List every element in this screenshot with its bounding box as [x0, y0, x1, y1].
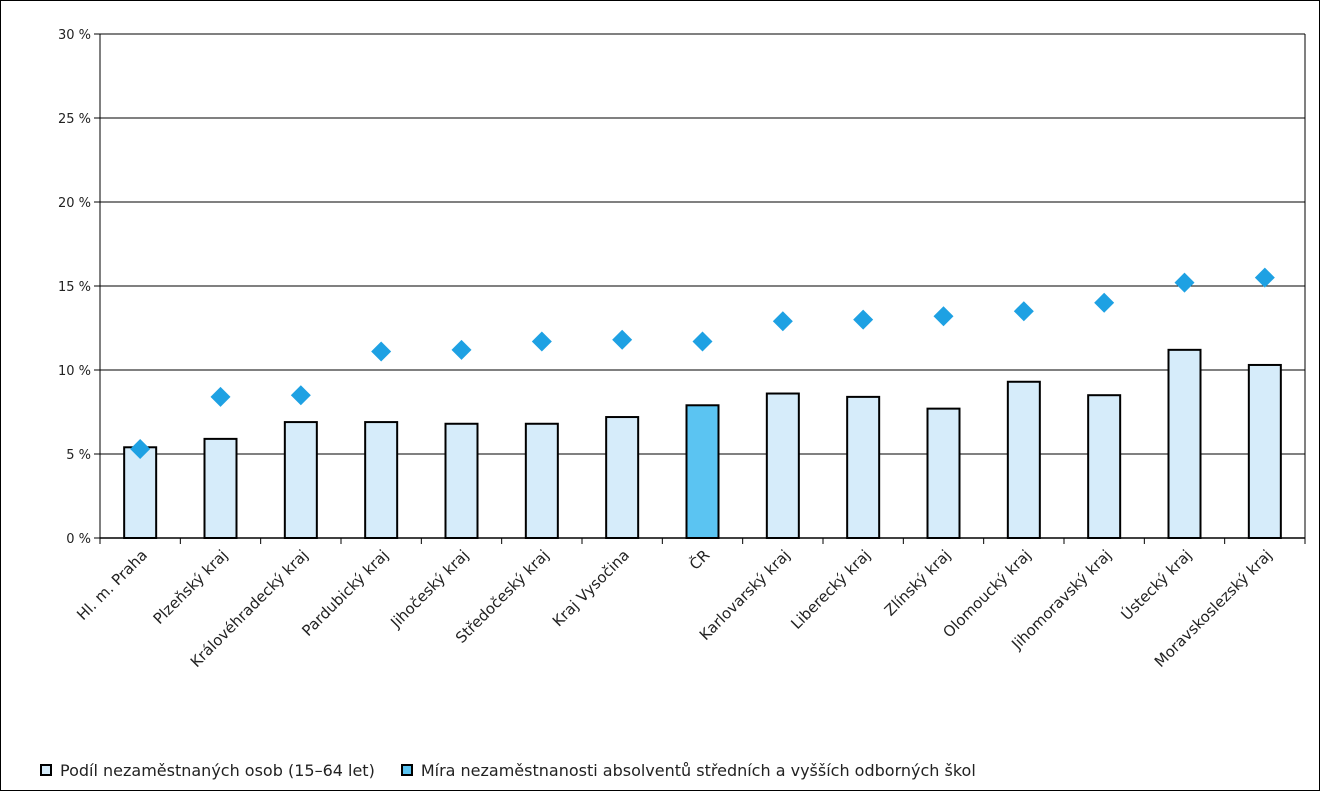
marker-point [1013, 301, 1034, 322]
bar-series [123, 348, 1282, 540]
y-tick-label: 5 % [66, 448, 91, 463]
bar [1087, 394, 1122, 540]
bar [123, 446, 158, 539]
x-category-label: Liberecký kraj [787, 546, 874, 633]
legend-swatch-bars [40, 764, 52, 776]
marker-point [210, 386, 231, 407]
y-tick-label: 10 % [58, 364, 91, 379]
legend-label-markers: Míra nezaměstnanosti absolventů středníc… [420, 760, 976, 780]
bar [685, 404, 720, 539]
legend-label-bars: Podíl nezaměstnaných osob (15–64 let) [60, 760, 375, 780]
bar [765, 392, 800, 539]
marker-point [130, 438, 151, 459]
marker-point [772, 311, 793, 332]
y-tick-label: 15 % [58, 280, 91, 295]
x-category-label: Jihočeský kraj [386, 546, 472, 632]
bar [364, 421, 399, 539]
y-tick-label: 20 % [58, 196, 91, 211]
x-category-label: Ústecký kraj [1117, 545, 1196, 624]
x-category-label: ČR [685, 545, 713, 573]
marker-point [1094, 292, 1115, 313]
marker-point [1174, 272, 1195, 293]
y-tick-label: 30 % [58, 28, 91, 43]
x-category-label: Kraj Vysočina [549, 546, 633, 630]
bar [846, 395, 881, 539]
marker-point [853, 309, 874, 330]
marker-series [130, 267, 1275, 459]
legend-swatch-markers [400, 764, 413, 776]
x-category-label: Pardubický kraj [298, 546, 392, 640]
marker-point [1254, 267, 1275, 288]
bar [283, 421, 318, 539]
bar [524, 422, 559, 540]
legend-item-bars: Podíl nezaměstnaných osob (15–64 let) [40, 761, 375, 780]
axis-labels: 0 % 5 % 10 % 15 % 20 % 25 % 30 % Hl. m. PrahaPl… [58, 28, 1276, 671]
legend: Podíl nezaměstnaných osob (15–64 let) Mí… [40, 758, 1310, 782]
y-tick-label: 0 % [66, 532, 91, 547]
marker-point [612, 329, 633, 350]
marker-point [451, 339, 472, 360]
marker-point [290, 385, 311, 406]
x-category-label: Plzeňský kraj [150, 546, 232, 628]
bar [1006, 380, 1041, 540]
bar [926, 407, 961, 540]
grid-lines [100, 33, 1305, 455]
legend-item-markers: Míra nezaměstnanosti absolventů středníc… [400, 760, 976, 780]
marker-point [692, 331, 713, 352]
bar [605, 416, 640, 540]
x-category-label: Zlínský kraj [881, 546, 955, 620]
bar [1247, 363, 1282, 539]
axes [94, 33, 1306, 544]
bar [444, 422, 479, 540]
x-category-label: Hl. m. Praha [73, 546, 151, 624]
marker-point [531, 331, 552, 352]
marker-point [933, 306, 954, 327]
bar [203, 437, 238, 540]
marker-point [371, 341, 392, 362]
y-tick-label: 25 % [58, 112, 91, 127]
bar [1167, 348, 1202, 539]
